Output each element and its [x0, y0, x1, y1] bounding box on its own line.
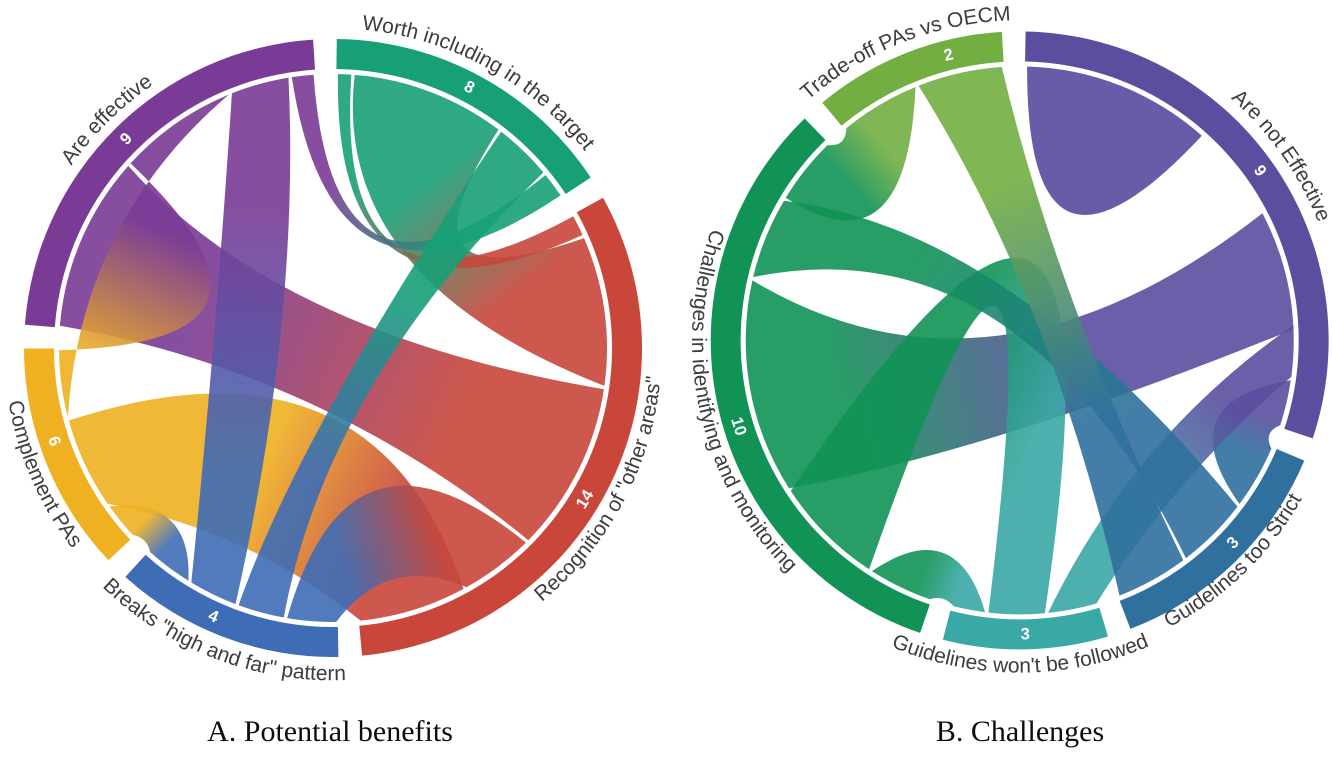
svg-text:3: 3	[1021, 625, 1031, 643]
svg-text:B. Challenges: B. Challenges	[936, 715, 1104, 748]
svg-text:2: 2	[942, 45, 955, 65]
svg-text:A. Potential benefits: A. Potential benefits	[207, 715, 453, 748]
svg-text:10: 10	[727, 415, 750, 438]
